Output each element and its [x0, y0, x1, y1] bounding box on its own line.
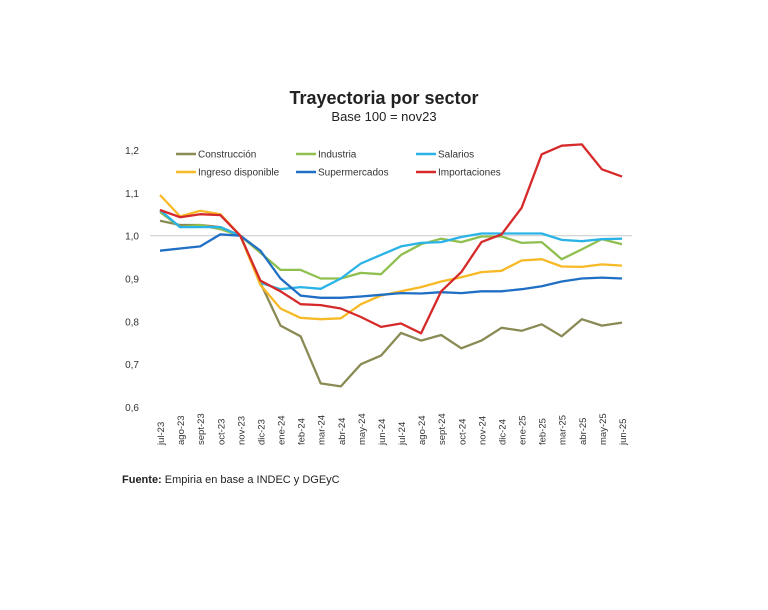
x-tick-label: nov-24	[477, 416, 488, 445]
y-tick-label: 1,1	[125, 189, 139, 200]
x-tick-label: dic-24	[497, 419, 508, 445]
x-tick-label: sept-24	[437, 413, 448, 445]
chart-title: Trayectoria por sector	[289, 88, 479, 108]
x-tick-label: abr-25	[578, 418, 589, 445]
x-tick-label: may-24	[357, 413, 368, 445]
legend-label: Industria	[318, 150, 357, 161]
series-line-supermercados	[159, 233, 623, 299]
x-tick-label: sept-23	[196, 413, 207, 445]
y-tick-label: 0,7	[125, 360, 139, 371]
y-tick-label: 1,0	[125, 232, 139, 243]
series-line-industria	[159, 211, 623, 280]
x-tick-label: jul-23	[156, 422, 167, 446]
y-tick-label: 1,2	[125, 146, 139, 157]
x-tick-label: oct-23	[216, 419, 227, 445]
x-tick-label: feb-24	[297, 418, 308, 445]
x-tick-label: abr-24	[337, 418, 348, 445]
series-line-ingreso-disponible	[159, 194, 623, 321]
source-label: Fuente:	[122, 474, 162, 486]
x-tick-label: oct-24	[457, 419, 468, 445]
x-tick-label: mar-25	[558, 415, 569, 445]
legend-label: Importaciones	[438, 168, 501, 179]
source-text: Empiria en base a INDEC y DGEyC	[161, 474, 340, 486]
x-tick-label: ago-23	[176, 415, 187, 445]
y-tick-label: 0,6	[125, 403, 139, 414]
legend-label: Supermercados	[318, 168, 389, 179]
x-tick-label: feb-25	[538, 418, 549, 445]
x-tick-label: jun-24	[377, 419, 388, 446]
series-line-salarios	[159, 209, 623, 291]
y-tick-label: 0,8	[125, 317, 139, 328]
legend-label: Ingreso disponible	[198, 168, 280, 179]
series-line-importaciones	[159, 143, 623, 335]
chart-subtitle: Base 100 = nov23	[331, 109, 437, 124]
legend-label: Salarios	[438, 150, 474, 161]
legend-label: Construcción	[198, 150, 256, 161]
x-tick-label: ene-25	[518, 415, 529, 445]
x-tick-label: jun-25	[618, 419, 629, 446]
series-line-construccion	[159, 219, 623, 388]
y-tick-label: 0,9	[125, 275, 139, 286]
x-tick-label: ene-24	[277, 415, 288, 445]
x-tick-label: mar-24	[317, 415, 328, 445]
x-tick-label: dic-23	[256, 419, 267, 445]
source-note: Fuente: Empiria en base a INDEC y DGEyC	[122, 474, 340, 486]
x-tick-label: may-25	[598, 413, 609, 445]
x-tick-label: ago-24	[417, 415, 428, 445]
x-tick-label: jul-24	[397, 422, 408, 446]
x-tick-label: nov-23	[236, 416, 247, 445]
